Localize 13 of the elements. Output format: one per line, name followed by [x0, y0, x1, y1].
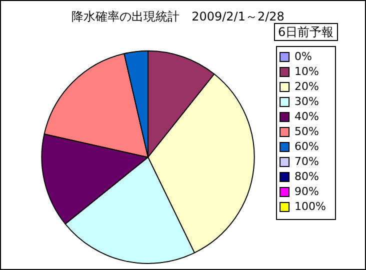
legend-label: 30%	[294, 94, 320, 108]
legend-label: 20%	[294, 80, 320, 93]
legend-label: 40%	[294, 110, 320, 123]
legend-label: 90%	[294, 184, 320, 198]
legend-title: 6日前予報	[274, 23, 338, 41]
legend-label: 70%	[294, 154, 320, 168]
chart-title: 降水確率の出現統計 2009/2/1～2/28	[72, 9, 284, 24]
legend-label: 100%	[294, 200, 326, 213]
legend-label: 50%	[294, 124, 320, 138]
legend-label: 80%	[294, 170, 320, 183]
legend-label: 0%	[294, 50, 312, 63]
legend-label: 10%	[294, 64, 320, 78]
legend-label: 60%	[294, 140, 320, 153]
